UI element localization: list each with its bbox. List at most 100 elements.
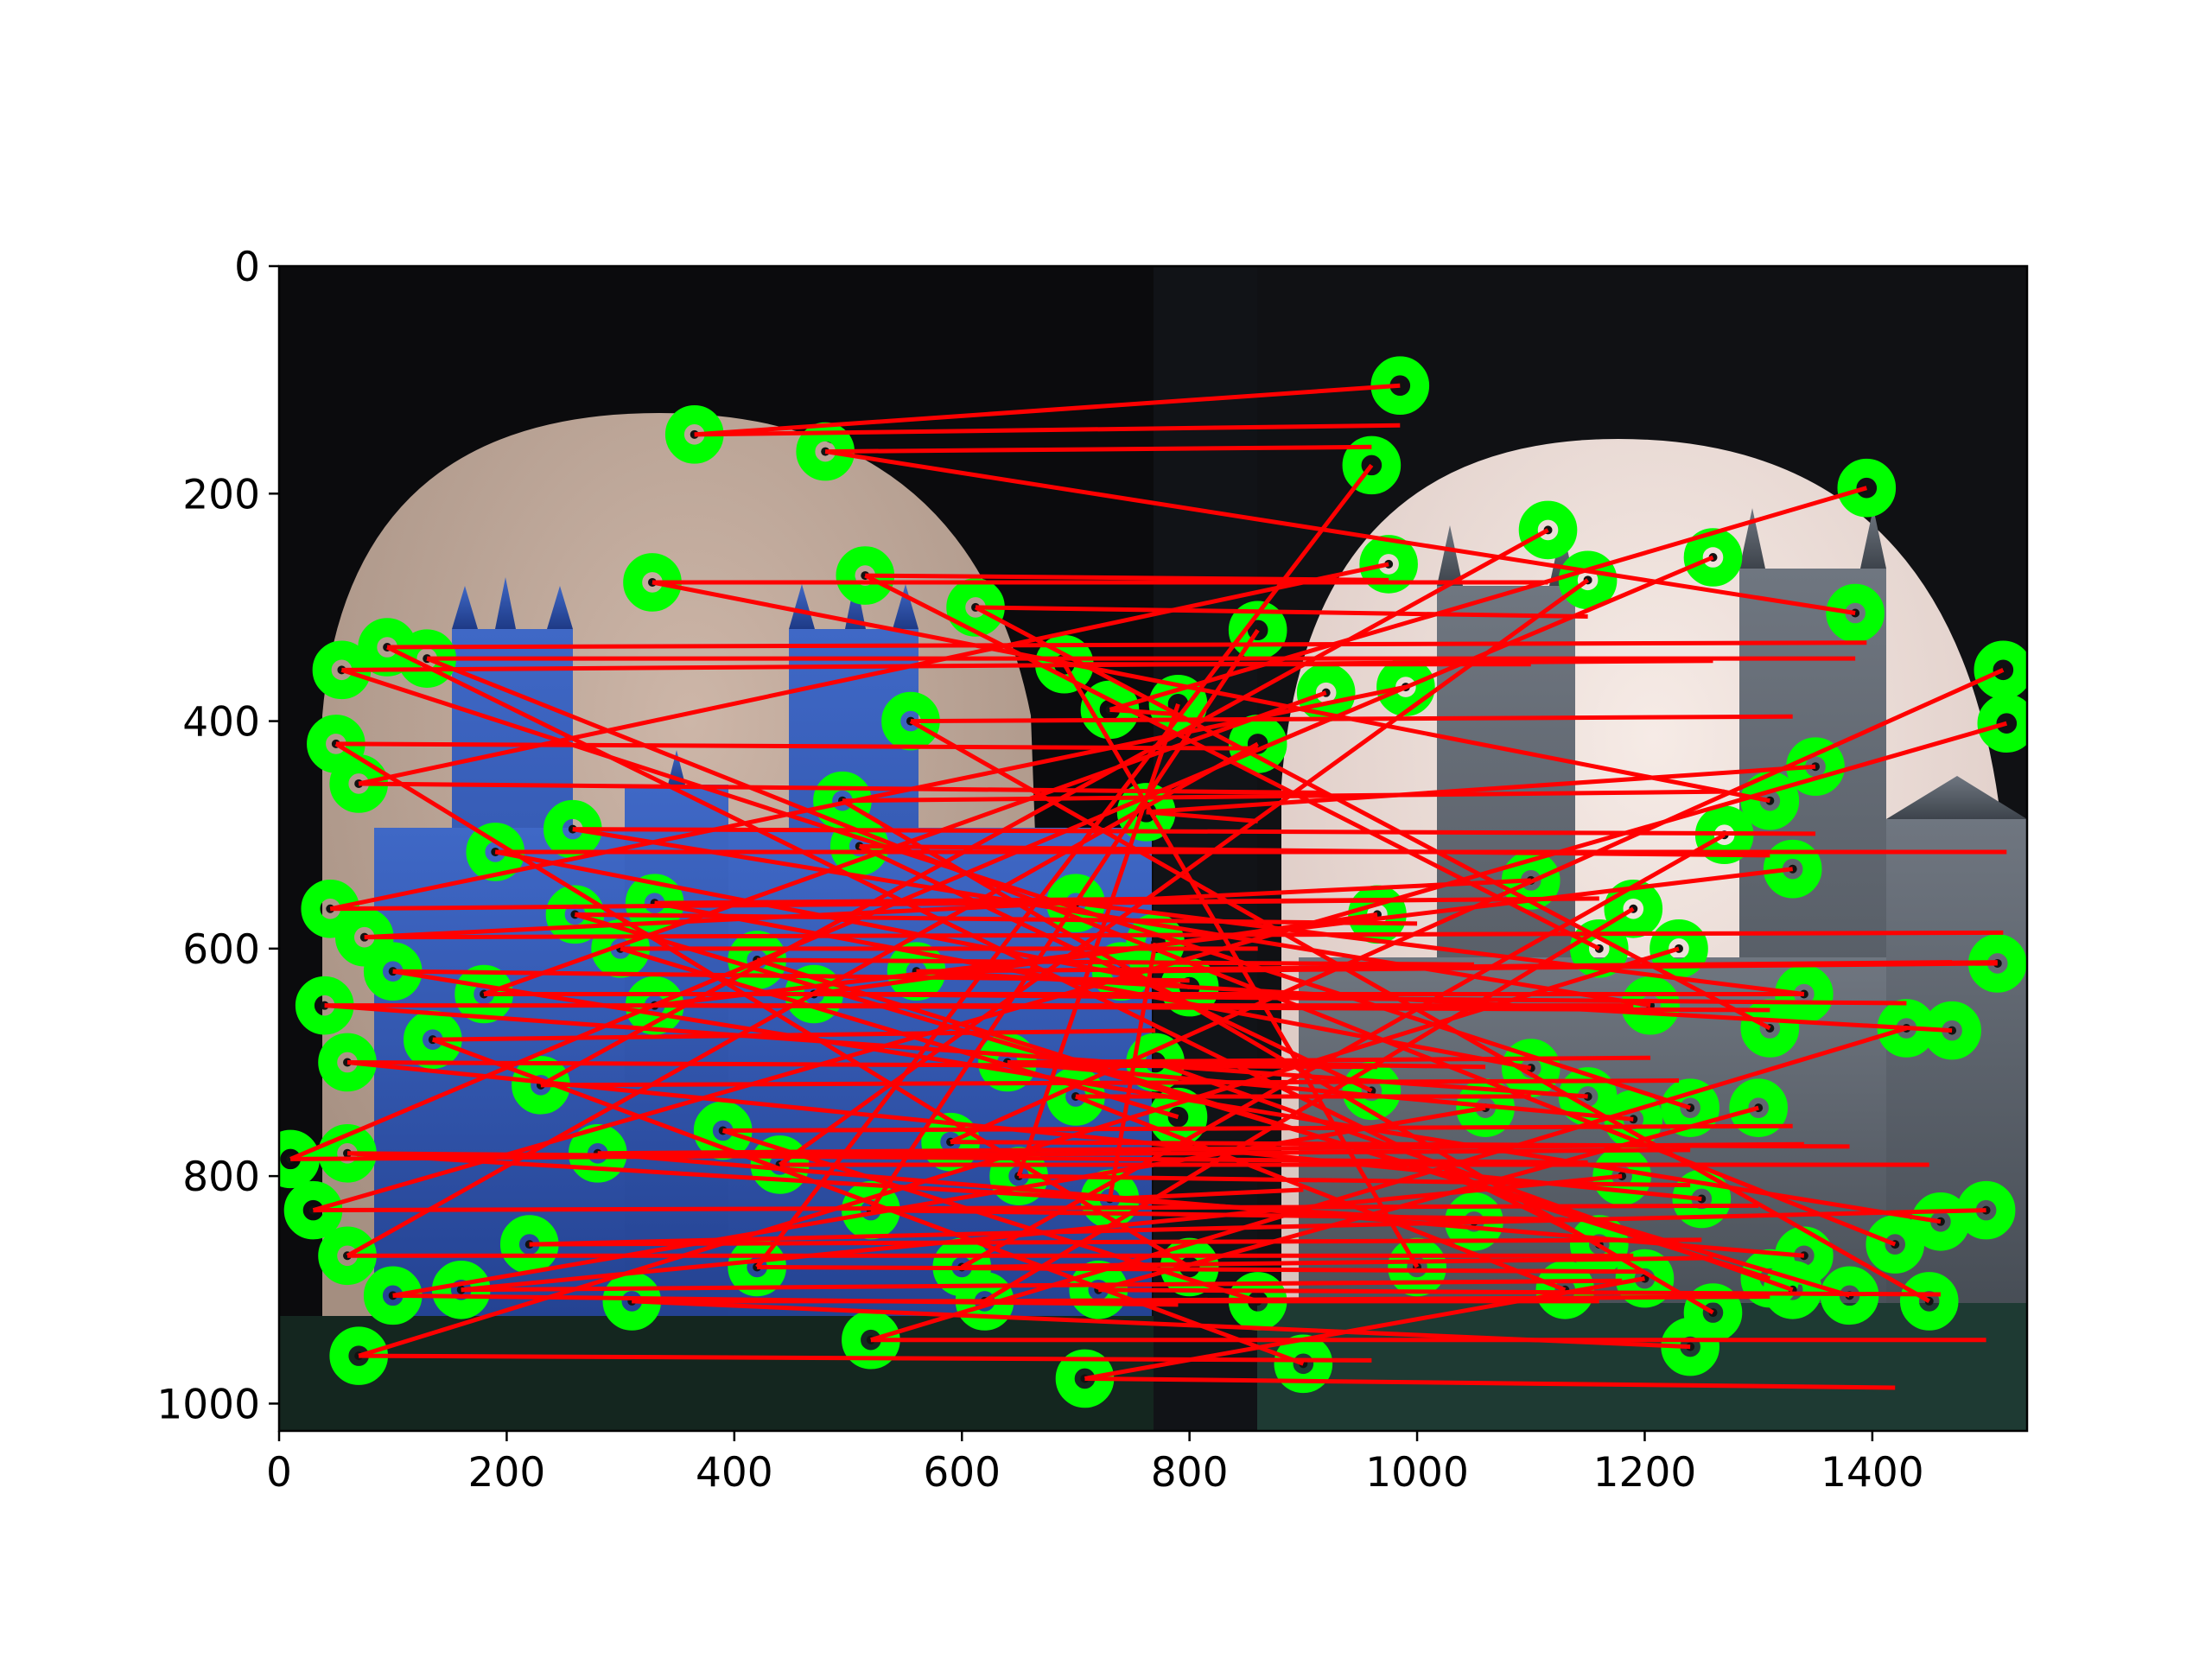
keypoint-right bbox=[1837, 458, 1897, 518]
match-line bbox=[842, 789, 1725, 804]
match-line bbox=[572, 827, 1651, 1008]
match-line bbox=[974, 605, 1771, 1031]
keypoint-right bbox=[1274, 1334, 1333, 1394]
keypoint-right bbox=[1763, 839, 1822, 899]
match-line bbox=[432, 1028, 1156, 1042]
match-line bbox=[984, 1294, 1770, 1304]
match-line bbox=[779, 578, 1590, 1166]
match-line bbox=[364, 930, 2004, 940]
keypoint-right bbox=[1342, 435, 1402, 495]
y-tick-label: 800 bbox=[182, 1154, 260, 1201]
match-line bbox=[950, 668, 2005, 1144]
match-line bbox=[755, 463, 1374, 1268]
match-line bbox=[962, 1255, 1713, 1269]
match-line bbox=[865, 573, 1389, 582]
match-line bbox=[1098, 1287, 1941, 1297]
match-line bbox=[654, 896, 1190, 906]
match-line bbox=[347, 1151, 1588, 1165]
feature-matches bbox=[279, 356, 2027, 1408]
y-tick-label: 0 bbox=[234, 244, 260, 291]
match-line bbox=[572, 827, 1816, 836]
y-axis: 0 200 400 600 800 1000 bbox=[156, 244, 279, 1428]
match-line bbox=[859, 843, 1770, 858]
match-line bbox=[1097, 1105, 1759, 1293]
x-tick-label: 0 bbox=[266, 1449, 292, 1497]
x-tick-label: 800 bbox=[1151, 1449, 1229, 1497]
keypoint-right bbox=[1740, 771, 1800, 830]
match-line bbox=[540, 1078, 1679, 1088]
keypoint-right bbox=[1388, 1237, 1446, 1297]
x-tick-label: 1400 bbox=[1821, 1449, 1924, 1497]
match-line bbox=[575, 912, 1418, 926]
match-line bbox=[461, 1278, 1623, 1293]
match-line bbox=[983, 906, 1635, 1304]
match-line bbox=[757, 1264, 1645, 1274]
match-line bbox=[654, 900, 1532, 1071]
match-line bbox=[909, 719, 1930, 1304]
match-line bbox=[870, 1026, 1908, 1343]
match-line bbox=[431, 1037, 1305, 1366]
left-lawn bbox=[279, 1316, 1154, 1431]
match-line bbox=[694, 383, 1401, 437]
match-line bbox=[1109, 486, 1867, 712]
match-line bbox=[1146, 764, 1816, 815]
match-line bbox=[825, 444, 1372, 454]
y-tick-label: 400 bbox=[182, 699, 260, 747]
match-line bbox=[757, 957, 1474, 967]
keypoint-right bbox=[1558, 550, 1618, 610]
match-line bbox=[841, 798, 1714, 1315]
match-line bbox=[824, 449, 1856, 615]
match-line bbox=[574, 912, 1851, 1298]
match-line bbox=[1075, 896, 1599, 906]
keypoint-right bbox=[1911, 1192, 1970, 1251]
keypoint-right bbox=[1376, 658, 1435, 716]
match-line bbox=[870, 1208, 1566, 1222]
match-line bbox=[1084, 1276, 1645, 1381]
match-line bbox=[289, 555, 1714, 1161]
axes-frame bbox=[277, 264, 2029, 1433]
match-line bbox=[597, 1151, 1805, 1258]
y-tick-label: 200 bbox=[182, 471, 260, 518]
y-tick-label: 1000 bbox=[156, 1381, 260, 1428]
match-line bbox=[312, 721, 2007, 1213]
match-line bbox=[529, 1208, 1986, 1247]
x-tick-label: 400 bbox=[696, 1449, 773, 1497]
match-line bbox=[721, 1128, 1259, 1304]
match-line bbox=[329, 684, 1407, 912]
match-line bbox=[694, 423, 1401, 437]
keypoint-right bbox=[1763, 1260, 1822, 1319]
match-line bbox=[1109, 707, 1179, 717]
match-line bbox=[652, 580, 1770, 804]
keypoint-right bbox=[1518, 500, 1578, 560]
keypoint-right bbox=[1974, 640, 2027, 700]
match-line bbox=[346, 741, 1259, 1258]
match-line bbox=[1084, 1376, 1896, 1390]
match-line bbox=[950, 1140, 1850, 1149]
keypoint-right bbox=[1501, 1039, 1560, 1097]
match-line bbox=[364, 878, 1531, 940]
match-line bbox=[529, 1237, 1702, 1247]
match-line bbox=[976, 605, 1588, 619]
match-line bbox=[1107, 942, 1158, 1199]
match-line bbox=[1146, 810, 1258, 823]
match-line bbox=[910, 714, 1793, 724]
keypoints-right bbox=[1126, 356, 2027, 1394]
match-line bbox=[313, 1203, 1759, 1213]
keypoint-right bbox=[1826, 583, 1885, 643]
keypoint-right bbox=[1683, 528, 1743, 587]
x-axis: 0 200 400 600 800 1000 1200 1400 bbox=[266, 1431, 1924, 1497]
match-line bbox=[358, 562, 1389, 786]
x-tick-label: 200 bbox=[468, 1449, 546, 1497]
match-line bbox=[1016, 703, 1180, 1177]
keypoint-right bbox=[1866, 1215, 1925, 1274]
y-tick-label: 600 bbox=[182, 926, 260, 974]
match-line bbox=[1019, 1173, 1691, 1188]
x-tick-label: 600 bbox=[923, 1449, 1001, 1497]
match-line bbox=[1109, 1187, 1304, 1201]
x-tick-label: 1000 bbox=[1365, 1449, 1469, 1497]
match-lines bbox=[289, 383, 2007, 1390]
x-tick-label: 1200 bbox=[1593, 1449, 1697, 1497]
keypoint-right bbox=[1899, 1272, 1959, 1331]
match-line bbox=[620, 946, 1179, 1120]
